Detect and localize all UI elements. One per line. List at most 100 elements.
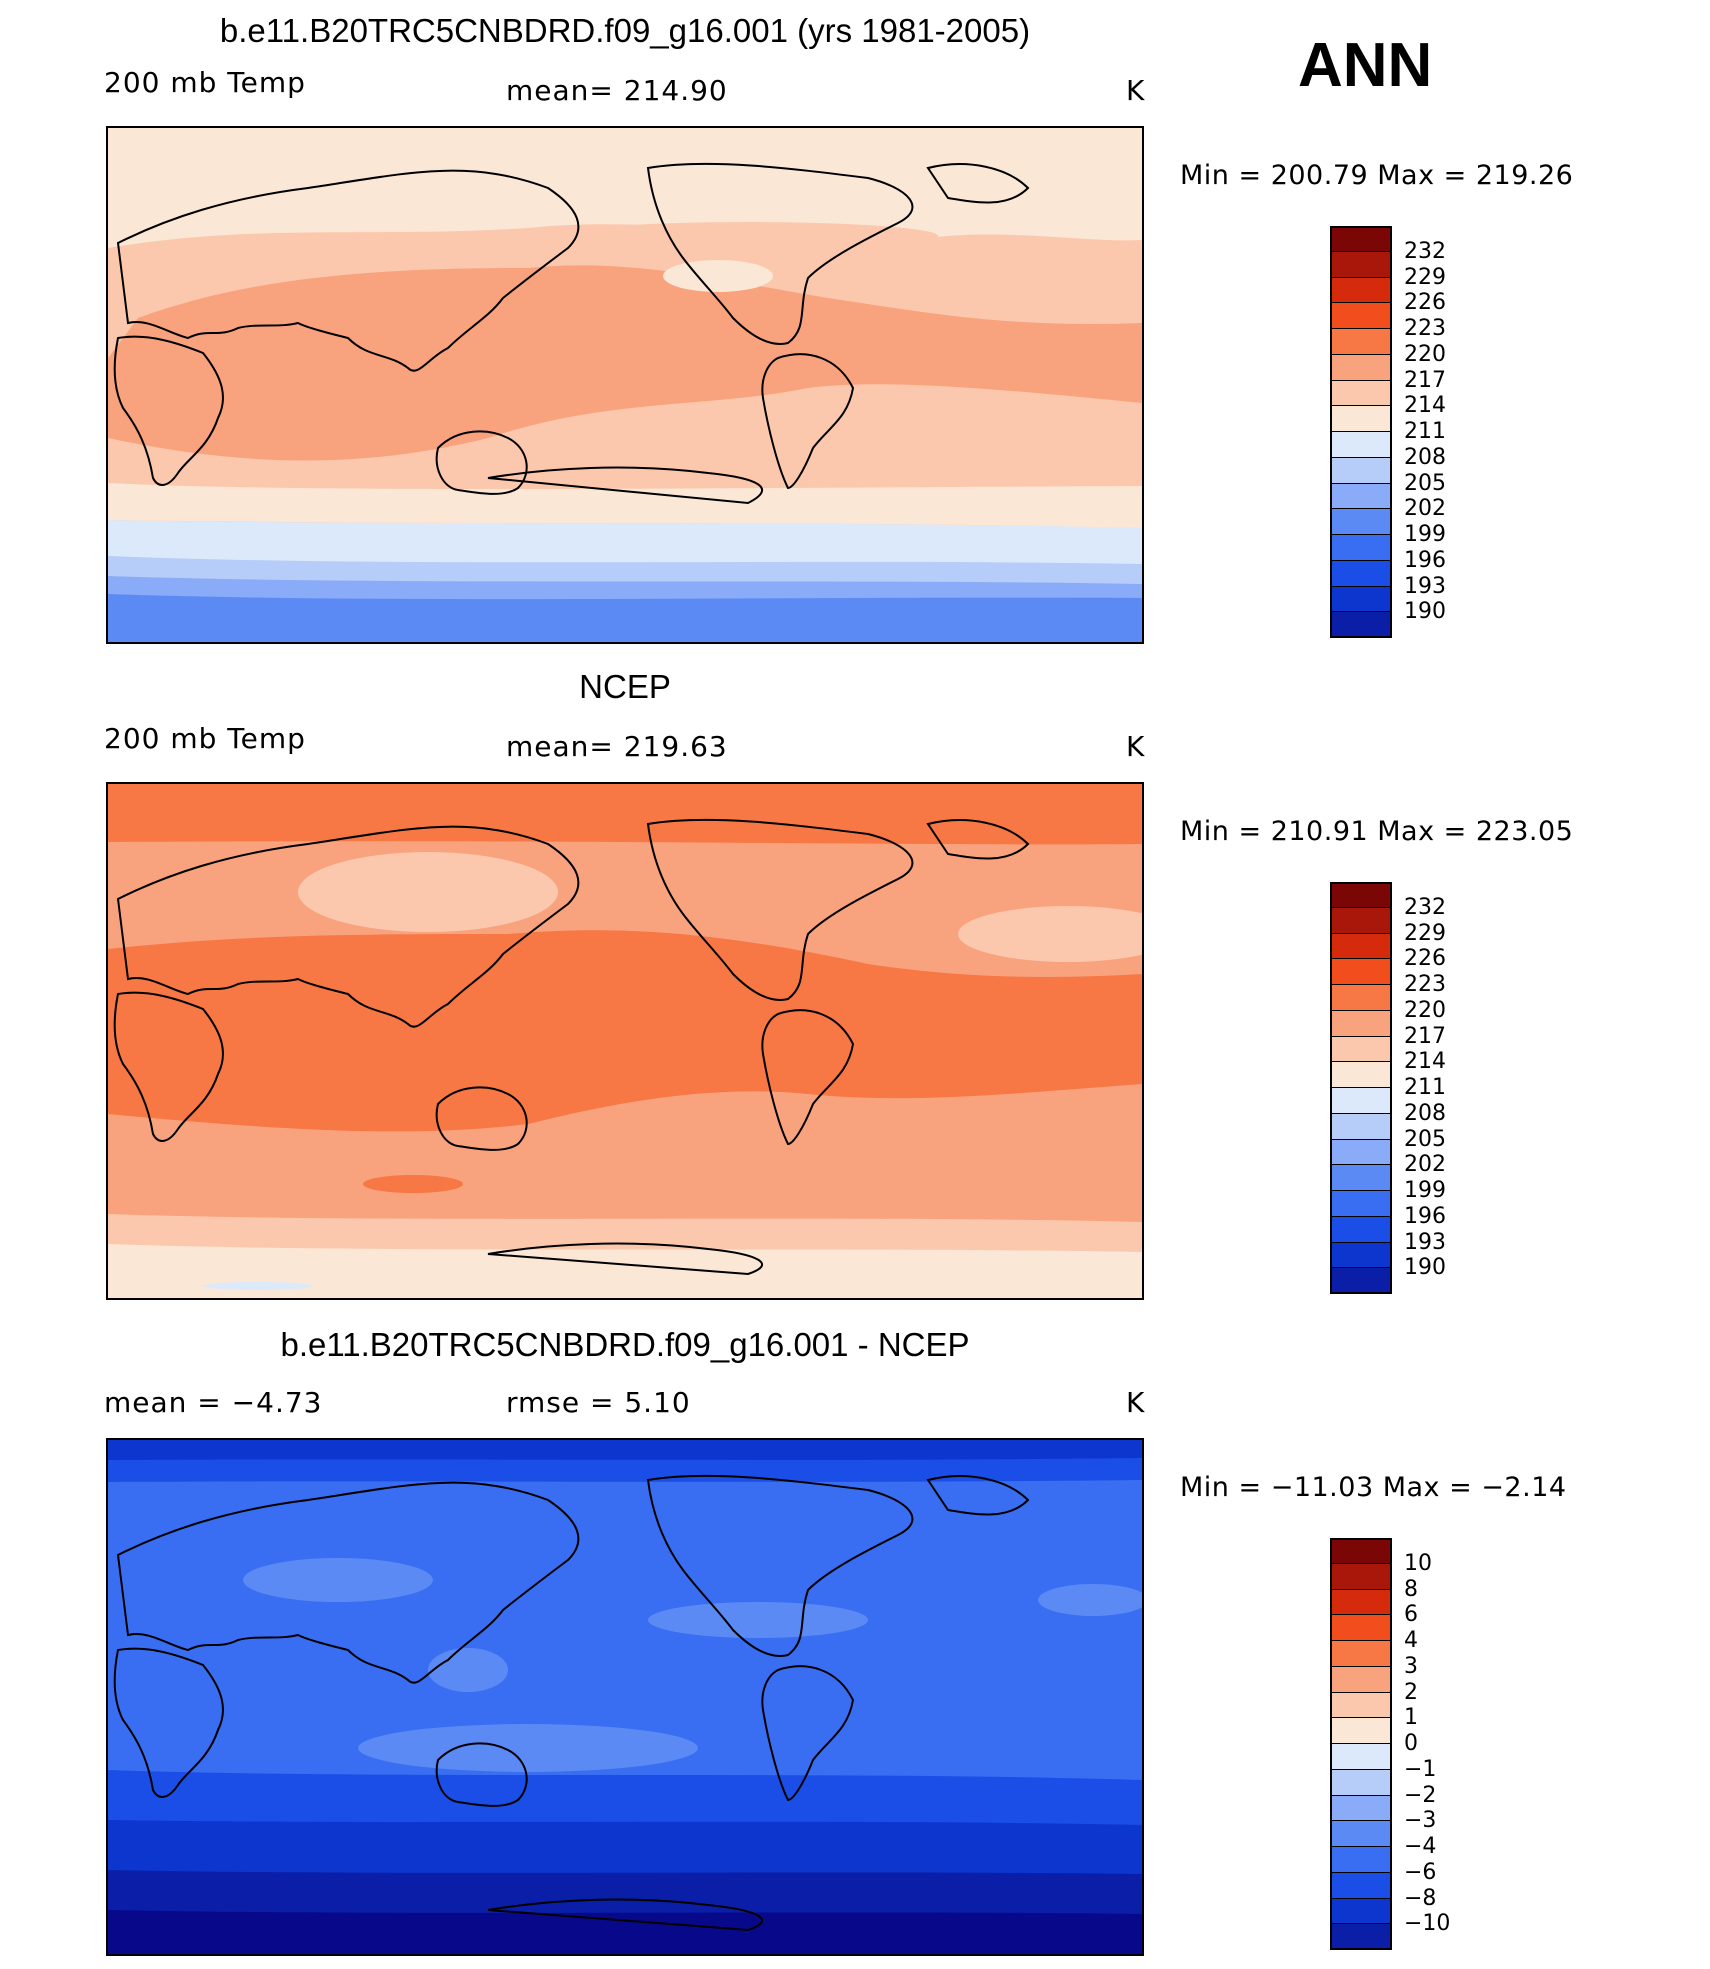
colorbar-tick-label: 211 (1404, 1075, 1446, 1100)
p2-band-tropics (108, 930, 1142, 1132)
p2-coast-eurasia (116, 825, 580, 1028)
colorbar-box (1330, 1088, 1392, 1114)
colorbar-tick-label: 202 (1404, 496, 1446, 522)
p2-atlantic-patch (958, 906, 1142, 962)
colorbar-tick-label: 208 (1404, 444, 1446, 470)
colorbar-tick-label: 205 (1404, 470, 1446, 496)
panel-2-colorbar: 232 229 226 223 220 217 214 211 208 205 202 199 196 1… (1330, 882, 1446, 1294)
colorbar-box (1330, 1615, 1392, 1641)
colorbar-box (1330, 1165, 1392, 1191)
colorbar-box (1330, 959, 1392, 985)
colorbar-tick-label: 193 (1404, 1229, 1446, 1255)
p3-coast-north-america (646, 1474, 914, 1657)
colorbar-tick-label: 8 (1404, 1576, 1418, 1602)
colorbar-box (1330, 1872, 1392, 1899)
panel-3-colorbar: 10 8 6 4 3 2 1 0 −1 −2 −3 −4 −6 −8 −10 (1330, 1538, 1450, 1950)
colorbar-tick-label: 190 (1404, 1255, 1446, 1281)
p3-coast-south-america (761, 1665, 855, 1802)
colorbar-box (1330, 1010, 1392, 1037)
p2-band-214 (108, 1244, 1142, 1298)
panel-3-rmse-label: rmse = 5.10 (506, 1386, 691, 1419)
colorbar-box (1330, 985, 1392, 1011)
panel-3-map (106, 1438, 1144, 1956)
panel-3-minmax: Min = −11.03 Max = −2.14 (1180, 1472, 1567, 1503)
colorbar-box (1330, 1744, 1392, 1770)
colorbar-tick-label: 211 (1404, 419, 1446, 444)
colorbar-box (1330, 251, 1392, 278)
colorbar-box (1330, 1718, 1392, 1744)
colorbar-tick-label: 3 (1404, 1653, 1418, 1679)
colorbar-box (1330, 1589, 1392, 1616)
colorbar-box (1330, 1191, 1392, 1217)
colorbar-tick-label: 226 (1404, 946, 1446, 972)
p1-coast-africa (113, 335, 224, 486)
colorbar-box (1330, 432, 1392, 458)
colorbar-box (1330, 1216, 1392, 1243)
colorbar-tick-label: 217 (1404, 367, 1446, 393)
colorbar-tick-label: 232 (1404, 238, 1446, 264)
season-label: ANN (1298, 31, 1433, 100)
p3-atlantic-patch (1038, 1584, 1142, 1616)
colorbar-tick-label: 205 (1404, 1126, 1446, 1152)
colorbar-box (1330, 277, 1392, 304)
colorbar-box (1330, 509, 1392, 535)
colorbar-tick-label: 220 (1404, 341, 1446, 367)
colorbar-tick-label: 199 (1404, 1178, 1446, 1203)
p3-pacific-patch (648, 1602, 868, 1638)
colorbar-tick-label: 217 (1404, 1023, 1446, 1049)
p2-coast-greenland (926, 819, 1030, 860)
p1-band-warm (108, 265, 1142, 461)
colorbar-tick-label: 229 (1404, 264, 1446, 290)
colorbar-box (1330, 483, 1392, 510)
panel-3-mean-label: mean = −4.73 (104, 1386, 323, 1419)
panel-2-variable-label: 200 mb Temp (104, 722, 306, 755)
colorbar-tick-label: −6 (1404, 1859, 1437, 1885)
p1-arctic-patch (558, 222, 938, 250)
colorbar-box (1330, 1036, 1392, 1063)
colorbar-tick-label: 199 (1404, 522, 1446, 547)
colorbar-tick-label: −8 (1404, 1885, 1437, 1911)
colorbar-tick-label: −1 (1404, 1756, 1437, 1782)
colorbar-box (1330, 1538, 1392, 1564)
p2-coast-antarctica (487, 1242, 763, 1276)
colorbar-tick-label: −10 (1404, 1911, 1451, 1937)
colorbar-box (1330, 1268, 1392, 1294)
colorbar-tick-label: 193 (1404, 573, 1446, 599)
colorbar-box (1330, 406, 1392, 432)
colorbar-tick-label: 0 (1404, 1731, 1418, 1756)
colorbar-tick-label: 208 (1404, 1100, 1446, 1126)
colorbar-tick-label: 232 (1404, 894, 1446, 920)
p1-band-199 (108, 594, 1142, 642)
colorbar-box (1330, 1847, 1392, 1873)
colorbar-tick-label: 196 (1404, 1203, 1446, 1229)
colorbar-box (1330, 1666, 1392, 1693)
colorbar-box (1330, 1113, 1392, 1140)
colorbar-box (1330, 1062, 1392, 1088)
p2-coast-north-america (646, 818, 914, 1001)
p2-coast-south-america (761, 1009, 855, 1146)
colorbar-tick-label: 4 (1404, 1628, 1418, 1653)
p3-coast-greenland (926, 1475, 1030, 1516)
p1-coast-north-america (646, 162, 914, 345)
colorbar-tick-label: 1 (1404, 1705, 1418, 1731)
colorbar-box (1330, 586, 1392, 613)
colorbar-box (1330, 1641, 1392, 1667)
panel-1-mean-label: mean= 214.90 (506, 74, 728, 107)
colorbar-tick-label: 202 (1404, 1152, 1446, 1178)
colorbar-tick-label: 2 (1404, 1679, 1418, 1705)
colorbar-box (1330, 1563, 1392, 1590)
panel-2-units-label: K (1126, 730, 1146, 763)
p2-coast-australia (435, 1086, 528, 1151)
p1-pacific-patch (663, 260, 773, 292)
p1-coast-south-america (761, 353, 855, 490)
p1-coast-eurasia (116, 169, 580, 372)
panel-1-variable-label: 200 mb Temp (104, 66, 306, 99)
colorbar-box (1330, 1924, 1392, 1950)
p2-band-arctic (108, 784, 1142, 845)
colorbar-tick-label: 10 (1404, 1550, 1432, 1576)
p3-coast-eurasia (116, 1481, 580, 1684)
colorbar-box (1330, 1821, 1392, 1847)
colorbar-tick-label: 223 (1404, 972, 1446, 997)
colorbar-tick-label: 214 (1404, 393, 1446, 419)
colorbar-tick-label: 214 (1404, 1049, 1446, 1075)
